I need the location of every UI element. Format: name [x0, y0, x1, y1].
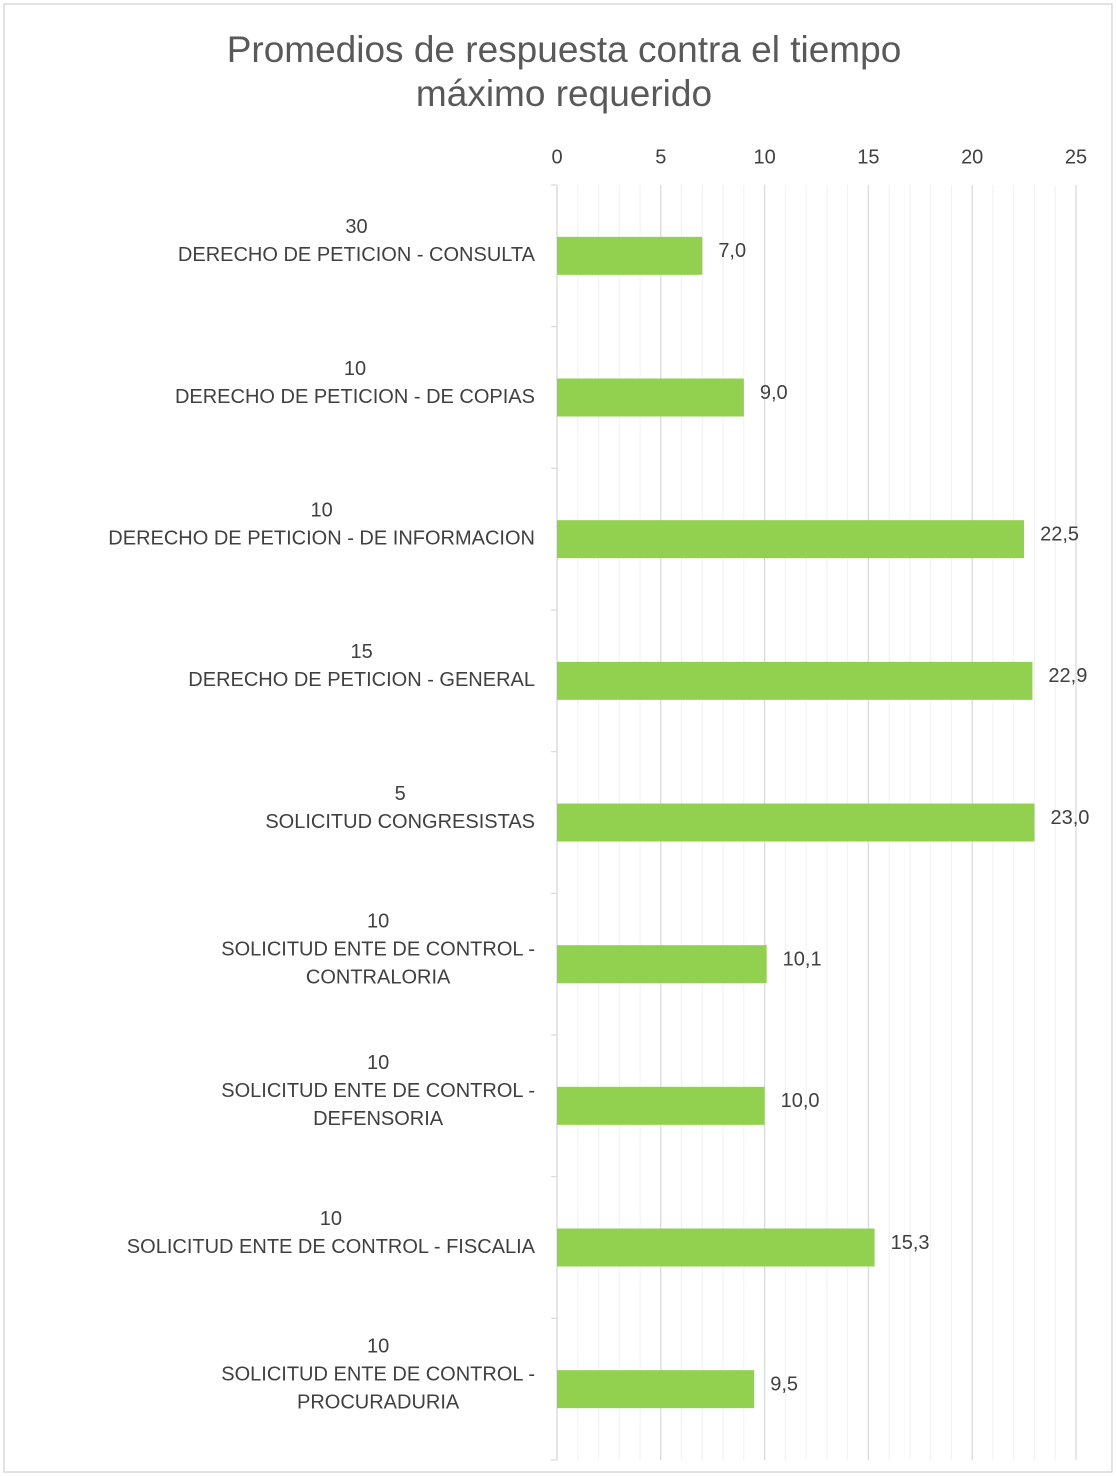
y-tick-label: 10: [344, 358, 366, 380]
y-tick-label: 10: [320, 1208, 342, 1230]
x-tick-label: 20: [961, 146, 983, 168]
bar: [557, 520, 1025, 559]
x-tick-label: 15: [857, 146, 879, 168]
y-tick-label: DEFENSORIA: [313, 1108, 444, 1130]
x-tick-label: 25: [1065, 146, 1087, 168]
y-tick-label: 15: [351, 641, 373, 663]
y-tick-label: CONTRALORIA: [306, 966, 451, 988]
y-tick-label: SOLICITUD ENTE DE CONTROL -: [221, 1080, 535, 1102]
x-tick-label: 5: [655, 146, 666, 168]
y-tick-label: DERECHO DE PETICION - CONSULTA: [178, 244, 536, 266]
chart-title: Promedios de respuesta contra el tiempo …: [226, 29, 902, 114]
data-label: 9,5: [770, 1373, 798, 1395]
y-tick-label: SOLICITUD ENTE DE CONTROL - FISCALIA: [127, 1236, 536, 1258]
bar: [557, 803, 1035, 842]
y-tick-label: 10: [367, 1335, 389, 1357]
y-tick-label: DERECHO DE PETICION - DE INFORMACION: [108, 527, 535, 549]
bar: [557, 661, 1033, 700]
y-tick-label: 10: [311, 499, 333, 521]
y-tick-label: 5: [395, 783, 406, 805]
data-label: 7,0: [718, 240, 746, 262]
data-label: 22,9: [1048, 665, 1087, 687]
y-tick-label: DERECHO DE PETICION - DE COPIAS: [175, 386, 535, 408]
data-label: 10,0: [781, 1090, 820, 1112]
bar: [557, 1228, 875, 1267]
y-tick-label: SOLICITUD ENTE DE CONTROL -: [221, 938, 535, 960]
y-tick-label: 10: [367, 1052, 389, 1074]
y-tick-label: PROCURADURIA: [297, 1391, 460, 1413]
y-tick-label: 10: [367, 910, 389, 932]
data-label: 9,0: [760, 382, 788, 404]
y-tick-label: DERECHO DE PETICION - GENERAL: [188, 669, 535, 691]
bar: [557, 945, 767, 984]
data-label: 22,5: [1040, 523, 1079, 545]
x-tick-label: 0: [551, 146, 562, 168]
bar: [557, 378, 744, 417]
y-tick-label: SOLICITUD CONGRESISTAS: [265, 811, 535, 833]
y-tick-label: SOLICITUD ENTE DE CONTROL -: [221, 1363, 535, 1385]
data-label: 23,0: [1050, 807, 1089, 829]
y-tick-label: 30: [345, 216, 367, 238]
bar: [557, 1086, 765, 1125]
bar: [557, 236, 703, 275]
data-label: 10,1: [783, 948, 822, 970]
data-label: 15,3: [891, 1232, 930, 1254]
bar: [557, 1370, 755, 1409]
x-tick-label: 10: [753, 146, 775, 168]
